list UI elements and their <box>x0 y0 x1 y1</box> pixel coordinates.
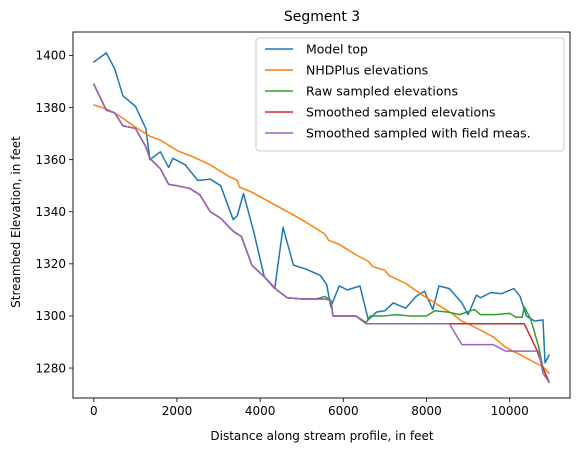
x-tick-label: 4000 <box>245 404 276 418</box>
series-line-5 <box>93 83 550 384</box>
y-tick-label: 1380 <box>35 101 66 115</box>
chart-title: Segment 3 <box>284 9 360 25</box>
y-axis-label: Streambed Elevation, in feet <box>9 136 23 308</box>
series-layer <box>93 52 550 384</box>
legend-box <box>255 37 565 152</box>
plot-area-frame <box>72 31 571 399</box>
legend-entry-label: Model top <box>306 42 368 57</box>
y-tick-label: 1280 <box>35 361 66 375</box>
x-tick-label: 10000 <box>491 404 529 418</box>
y-axis: 1280 1300 1320 1340 1360 1380 1400 <box>35 49 73 375</box>
legend-entry-label: Raw sampled elevations <box>306 84 458 99</box>
x-tick-label: 8000 <box>411 404 442 418</box>
y-tick-label: 1340 <box>35 205 66 219</box>
legend: Model top NHDPlus elevations Raw sampled e… <box>255 37 565 152</box>
x-tick-label: 0 <box>90 404 98 418</box>
x-tick-label: 6000 <box>328 404 359 418</box>
y-tick-label: 1400 <box>35 49 66 63</box>
legend-entry-label: Smoothed sampled with field meas. <box>306 126 531 141</box>
legend-entry-label: NHDPlus elevations <box>306 63 428 78</box>
x-axis-label: Distance along stream profile, in feet <box>210 429 433 443</box>
series-line-1 <box>93 52 550 364</box>
legend-entry-label: Smoothed sampled elevations <box>306 105 496 120</box>
series-line-2 <box>93 104 550 374</box>
x-tick-label: 2000 <box>162 404 193 418</box>
x-axis: 0 2000 4000 6000 8000 10000 <box>90 398 529 418</box>
y-tick-label: 1300 <box>35 309 66 323</box>
y-tick-label: 1320 <box>35 257 66 271</box>
y-tick-label: 1360 <box>35 153 66 167</box>
